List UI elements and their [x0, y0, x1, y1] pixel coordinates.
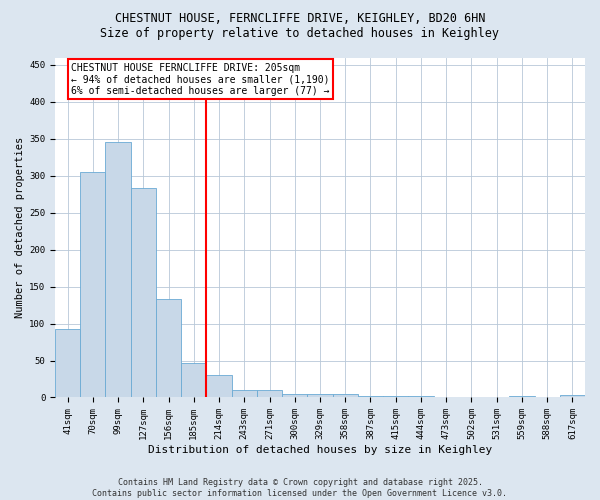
Bar [332, 394, 358, 398]
Bar [358, 396, 383, 398]
Y-axis label: Number of detached properties: Number of detached properties [15, 137, 25, 318]
Bar [409, 396, 434, 398]
Text: CHESTNUT HOUSE, FERNCLIFFE DRIVE, KEIGHLEY, BD20 6HN: CHESTNUT HOUSE, FERNCLIFFE DRIVE, KEIGHL… [115, 12, 485, 26]
Bar [257, 390, 282, 398]
Text: CHESTNUT HOUSE FERNCLIFFE DRIVE: 205sqm
← 94% of detached houses are smaller (1,: CHESTNUT HOUSE FERNCLIFFE DRIVE: 205sqm … [71, 62, 329, 96]
Text: Contains HM Land Registry data © Crown copyright and database right 2025.
Contai: Contains HM Land Registry data © Crown c… [92, 478, 508, 498]
Bar [307, 394, 332, 398]
Bar [80, 172, 106, 398]
Bar [232, 390, 257, 398]
Bar [206, 376, 232, 398]
Bar [131, 188, 156, 398]
Bar [383, 396, 409, 398]
X-axis label: Distribution of detached houses by size in Keighley: Distribution of detached houses by size … [148, 445, 492, 455]
Bar [560, 396, 585, 398]
Bar [282, 394, 307, 398]
Bar [156, 299, 181, 398]
Bar [55, 328, 80, 398]
Text: Size of property relative to detached houses in Keighley: Size of property relative to detached ho… [101, 28, 499, 40]
Bar [509, 396, 535, 398]
Bar [181, 362, 206, 398]
Bar [106, 142, 131, 398]
